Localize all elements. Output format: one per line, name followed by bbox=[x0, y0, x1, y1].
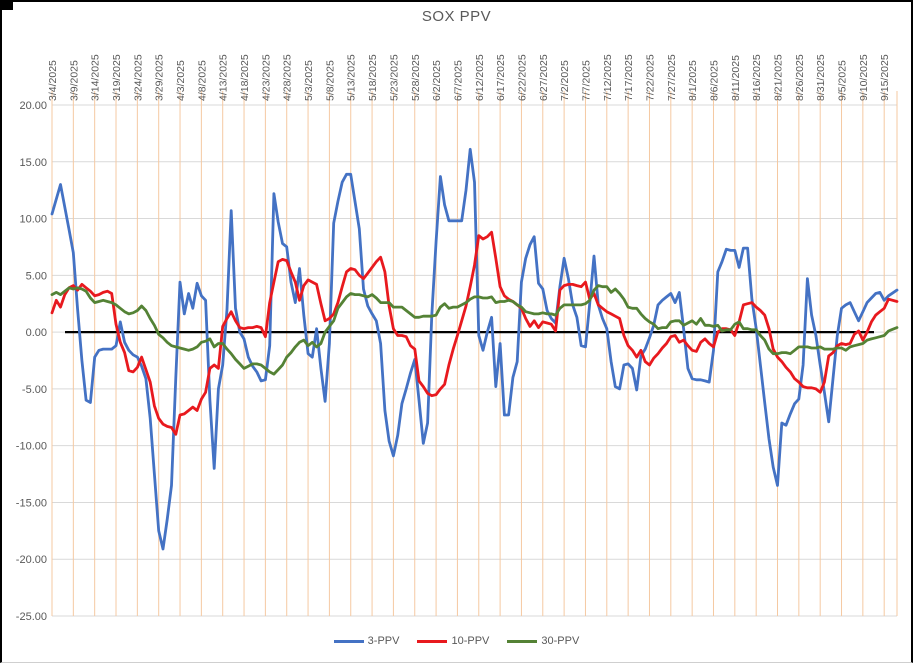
x-axis-tick-label: 7/17/2025 bbox=[623, 54, 635, 101]
x-axis-tick-label: 8/11/2025 bbox=[730, 55, 742, 101]
y-axis-tick-label: -10.00 bbox=[16, 441, 47, 453]
x-axis-tick-label: 7/22/2025 bbox=[644, 54, 656, 101]
x-axis-tick-label: 4/3/2025 bbox=[175, 60, 187, 101]
x-axis-tick-label: 3/14/2025 bbox=[90, 54, 102, 101]
y-axis-tick-label: -20.00 bbox=[16, 554, 47, 566]
legend-item-3ppv[interactable]: 3-PPV bbox=[333, 635, 400, 647]
x-axis-tick-label: 7/12/2025 bbox=[602, 54, 614, 101]
x-axis-tick-label: 8/6/2025 bbox=[708, 60, 720, 101]
y-axis-tick-label: 20.00 bbox=[19, 100, 47, 112]
x-axis-tick-label: 8/1/2025 bbox=[687, 60, 699, 101]
legend-item-10ppv[interactable]: 10-PPV bbox=[417, 635, 489, 647]
window-corner-fragment bbox=[2, 2, 13, 10]
series-line-30-ppv bbox=[50, 284, 899, 376]
x-axis-tick-label: 8/26/2025 bbox=[794, 54, 806, 101]
series-line-10-ppv bbox=[50, 230, 899, 436]
x-axis-tick-label: 8/31/2025 bbox=[815, 54, 827, 101]
y-axis-tick-label: -15.00 bbox=[16, 497, 47, 509]
x-axis-tick-label: 6/27/2025 bbox=[538, 54, 550, 101]
x-axis-tick-label: 9/15/2025 bbox=[879, 54, 891, 101]
y-axis-tick-label: 10.00 bbox=[19, 214, 47, 226]
x-axis-tick-label: 6/12/2025 bbox=[474, 54, 486, 101]
x-axis-tick-label: 5/18/2025 bbox=[367, 54, 379, 101]
legend-item-30ppv[interactable]: 30-PPV bbox=[507, 635, 579, 647]
legend-label-30ppv: 30-PPV bbox=[541, 635, 580, 647]
x-axis-tick-label: 5/28/2025 bbox=[410, 54, 422, 101]
x-axis-tick-label: 4/8/2025 bbox=[196, 60, 208, 101]
x-axis-tick-label: 5/3/2025 bbox=[303, 60, 315, 101]
x-axis-tick-label: 9/10/2025 bbox=[858, 54, 870, 101]
legend-label-3ppv: 3-PPV bbox=[367, 635, 400, 647]
legend-line-swatch-30ppv bbox=[507, 639, 538, 643]
x-axis-tick-label: 7/7/2025 bbox=[580, 60, 592, 101]
x-axis-tick-label: 3/4/2025 bbox=[47, 60, 59, 101]
x-axis-tick-label: 7/27/2025 bbox=[666, 54, 678, 101]
x-axis-tick-label: 3/9/2025 bbox=[68, 60, 80, 101]
y-axis-tick-label: -25.00 bbox=[16, 611, 47, 623]
x-axis-tick-label: 5/23/2025 bbox=[388, 54, 400, 101]
x-axis-tick-label: 3/29/2025 bbox=[154, 54, 166, 101]
x-axis-tick-label: 6/17/2025 bbox=[495, 54, 507, 101]
y-axis-tick-label: 5.00 bbox=[26, 270, 47, 282]
x-axis-tick-label: 4/23/2025 bbox=[260, 54, 272, 101]
x-axis-tick-label: 4/13/2025 bbox=[218, 54, 230, 101]
x-axis-tick-label: 6/22/2025 bbox=[516, 54, 528, 101]
x-axis-tick-label: 3/19/2025 bbox=[111, 54, 123, 101]
x-axis-tick-label: 4/28/2025 bbox=[282, 54, 294, 101]
y-axis-tick-label: 15.00 bbox=[19, 157, 47, 169]
x-axis-tick-label: 6/7/2025 bbox=[452, 60, 464, 101]
legend-line-swatch-3ppv bbox=[333, 639, 364, 643]
y-axis-tick-label: -5.00 bbox=[22, 384, 47, 396]
x-axis-tick-label: 9/5/2025 bbox=[837, 60, 849, 101]
y-axis-tick-label: 0.00 bbox=[26, 327, 47, 339]
x-axis-tick-label: 8/21/2025 bbox=[773, 54, 785, 101]
legend-line-swatch-10ppv bbox=[417, 639, 448, 643]
x-axis-tick-label: 7/2/2025 bbox=[559, 60, 571, 101]
x-axis-tick-label: 6/2/2025 bbox=[431, 60, 443, 101]
x-axis-tick-label: 5/13/2025 bbox=[346, 54, 358, 101]
legend-label-10ppv: 10-PPV bbox=[451, 635, 490, 647]
x-axis-tick-label: 4/18/2025 bbox=[239, 54, 251, 101]
x-axis-tick-label: 5/8/2025 bbox=[324, 60, 336, 101]
chart-legend: 3-PPV 10-PPV 30-PPV bbox=[2, 635, 911, 647]
chart-title: SOX PPV bbox=[421, 8, 492, 25]
x-axis-tick-label: 3/24/2025 bbox=[132, 54, 144, 101]
x-axis-tick-label: 8/16/2025 bbox=[751, 54, 763, 101]
